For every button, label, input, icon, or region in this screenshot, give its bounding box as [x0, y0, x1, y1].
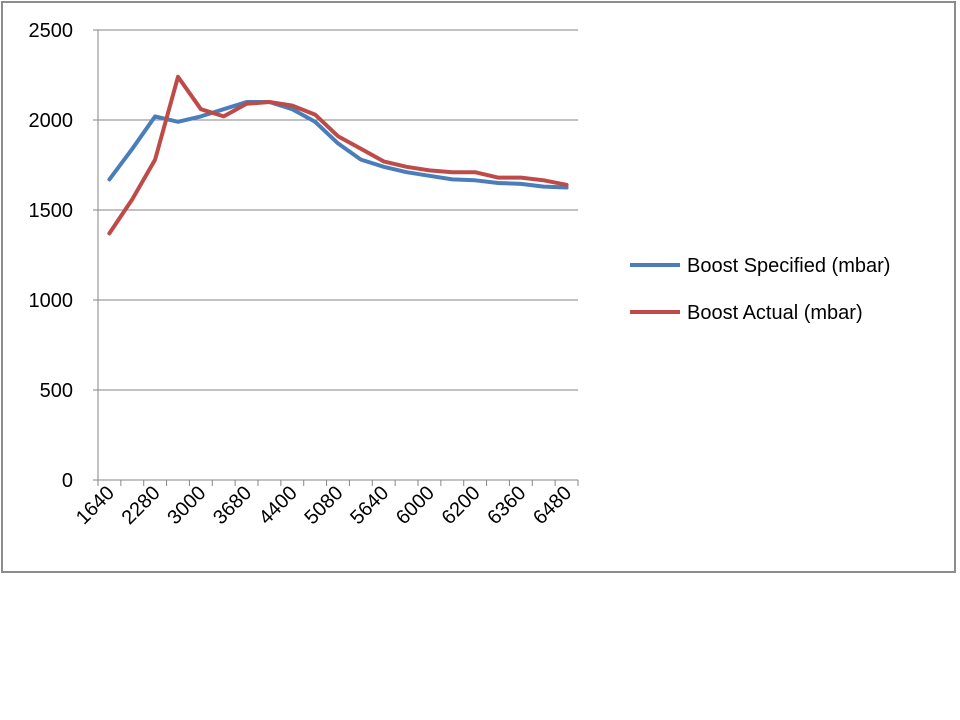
y-tick-label: 0 [62, 470, 73, 492]
x-tick-label: 3000 [163, 482, 210, 529]
axes [93, 29, 579, 486]
series-lines [107, 74, 569, 236]
y-tick-label: 2500 [29, 20, 74, 42]
y-tick-label: 1500 [29, 200, 74, 222]
x-tick-label: 1640 [72, 482, 119, 529]
x-tick-label: 6000 [392, 482, 439, 529]
x-tick-label: 6200 [438, 482, 485, 529]
series-line-2 [107, 74, 569, 236]
x-tick-label: 4400 [255, 482, 302, 529]
x-tick-label: 5640 [346, 482, 393, 529]
x-tick-label: 2280 [118, 482, 165, 529]
x-axis-tick-labels: 1640228030003680440050805640600062006360… [72, 482, 576, 529]
y-tick-label: 500 [40, 380, 73, 402]
x-tick-label: 5080 [301, 482, 348, 529]
y-axis-tick-labels: 0 500 1000 1500 2000 2500 [29, 20, 74, 492]
y-tick-label: 2000 [29, 110, 74, 132]
legend-label: Boost Actual (mbar) [687, 302, 863, 324]
x-tick-label: 6480 [529, 482, 576, 529]
gridlines [98, 29, 578, 391]
y-tick-label: 1000 [29, 290, 74, 312]
chart-frame [1, 1, 956, 573]
legend: Boost Specified (mbar) Boost Actual (mbar… [630, 255, 890, 324]
x-tick-label: 3680 [209, 482, 256, 529]
x-tick-label: 6360 [483, 482, 530, 529]
series-line-1 [107, 100, 569, 190]
legend-label: Boost Specified (mbar) [687, 255, 890, 277]
